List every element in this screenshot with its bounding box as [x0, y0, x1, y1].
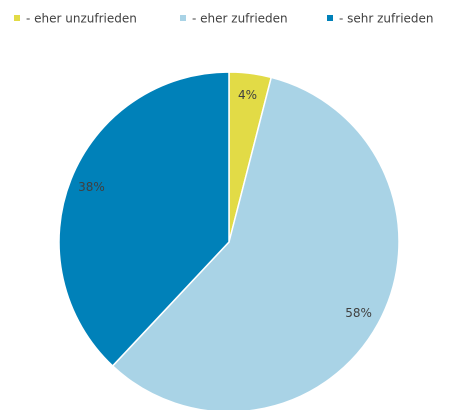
- legend-label: - eher zufrieden: [192, 12, 288, 26]
- data-label: 58%: [345, 306, 372, 320]
- legend-label: - sehr zufrieden: [339, 12, 434, 26]
- pie-slice: [111, 76, 400, 410]
- legend-label: - eher unzufrieden: [26, 12, 137, 26]
- legend-swatch: [14, 15, 20, 21]
- pie-slice: [58, 71, 230, 367]
- data-label: 4%: [238, 88, 257, 102]
- legend-swatch: [327, 15, 333, 21]
- data-label: 38%: [78, 180, 105, 194]
- legend-swatch: [180, 15, 186, 21]
